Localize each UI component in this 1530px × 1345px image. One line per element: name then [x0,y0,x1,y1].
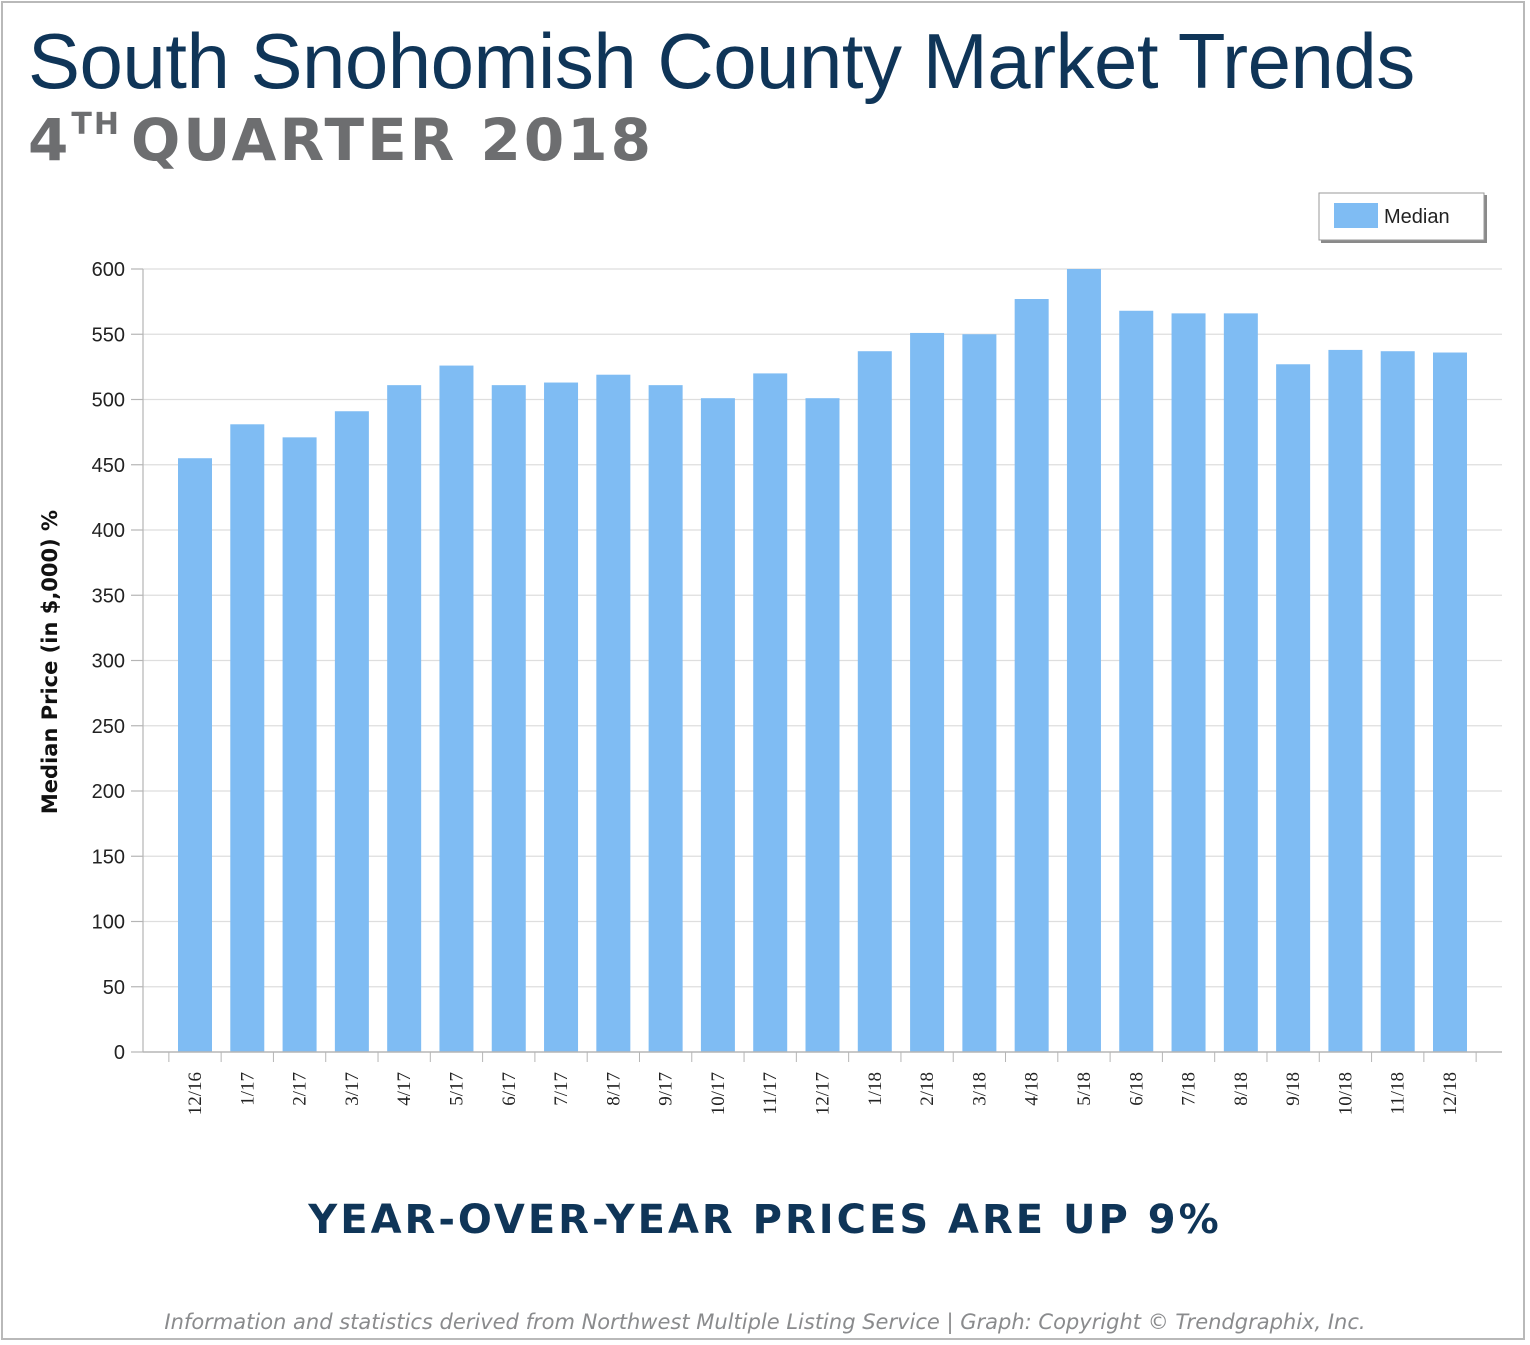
bar-2-18 [910,332,945,1052]
bar-6-17 [491,385,526,1052]
x-tick-label: 9/18 [1283,1072,1304,1106]
headline: YEAR-OVER-YEAR PRICES ARE UP 9% [308,1197,1222,1243]
x-tick-label: 6/18 [1126,1072,1147,1106]
bar-3-17 [334,411,369,1052]
bar-5-18 [1066,269,1101,1052]
x-tick-label: 12/18 [1440,1072,1461,1115]
bar-1-18 [857,351,892,1053]
bar-10-18 [1328,349,1363,1052]
page-title: South Snohomish County Market Trends [28,17,1415,105]
bar-12-17 [805,398,840,1052]
y-tick-label: 350 [92,585,125,607]
x-tick-label: 3/17 [342,1072,363,1106]
bar-8-18 [1223,313,1258,1052]
x-tick-label: 11/18 [1388,1072,1409,1115]
axes: 0 50 100 150 200 250 300 350 400 450 500 550 600 12/1… [92,259,1502,1115]
y-tick-label: 300 [92,651,125,673]
x-tick-label: 11/17 [760,1072,781,1115]
x-tick-label: 9/17 [656,1072,677,1106]
x-tick-label: 10/18 [1335,1072,1356,1115]
x-tick-label: 10/17 [708,1072,729,1115]
x-tick-label: 2/18 [917,1072,938,1106]
legend-swatch [1334,203,1378,228]
y-tick-label: 550 [92,324,125,346]
x-tick-label: 2/17 [290,1072,311,1106]
bar-3-18 [962,334,997,1052]
y-tick-label: 250 [92,716,125,738]
bar-9-18 [1276,364,1311,1052]
x-tick-label: 12/16 [185,1072,206,1115]
bar-7-17 [544,382,579,1052]
bar-10-17 [700,398,735,1052]
x-tick-label: 4/18 [1022,1072,1043,1106]
page-subtitle: 4TH QUARTER 2018 [28,107,654,170]
bars [178,269,1467,1053]
x-tick-label: 5/18 [1074,1072,1095,1106]
y-tick-label: 600 [92,259,125,281]
bar-4-18 [1014,299,1049,1052]
x-tick-label: 1/18 [865,1072,886,1106]
bar-7-18 [1171,313,1206,1052]
y-tick-label: 100 [92,912,125,934]
subtitle-text: QUARTER 2018 [130,106,654,174]
bar-4-17 [387,385,422,1052]
bar-12-18 [1433,352,1467,1052]
bar-8-17 [596,374,631,1053]
bar-6-18 [1119,310,1154,1052]
x-tick-label: 7/18 [1179,1072,1200,1106]
bar-11-17 [753,373,788,1052]
bar-5-17 [439,365,474,1052]
x-tick-label: 4/17 [394,1072,415,1106]
x-tick-label: 6/17 [499,1072,520,1106]
y-tick-label: 400 [92,520,125,542]
y-tick-label: 0 [114,1042,125,1064]
legend: Median [1318,192,1487,243]
y-tick-label: 200 [92,781,125,803]
bar-9-17 [648,385,683,1052]
bar-1-17 [230,424,265,1052]
bar-12-16 [178,458,212,1053]
subtitle-ordinal-suffix: TH [71,107,121,142]
bar-2-17 [282,437,317,1053]
bar-11-18 [1380,351,1415,1053]
x-tick-label: 12/17 [813,1072,834,1115]
x-tick-label: 8/18 [1231,1072,1252,1106]
y-tick-label: 50 [103,977,125,999]
y-tick-label: 500 [92,390,125,412]
y-axis-label: Median Price (in $,000) % [38,510,62,814]
legend-label: Median [1384,206,1450,228]
y-tick-label: 450 [92,455,125,477]
x-tick-label: 1/17 [237,1072,258,1106]
x-tick-label: 3/18 [969,1072,990,1106]
x-tick-label: 7/17 [551,1072,572,1106]
x-tick-label: 5/17 [446,1072,467,1106]
y-tick-label: 150 [92,846,125,868]
source-footer: Information and statistics derived from … [164,1310,1366,1334]
x-tick-label: 8/17 [603,1072,624,1106]
subtitle-ordinal: 4 [28,106,72,174]
